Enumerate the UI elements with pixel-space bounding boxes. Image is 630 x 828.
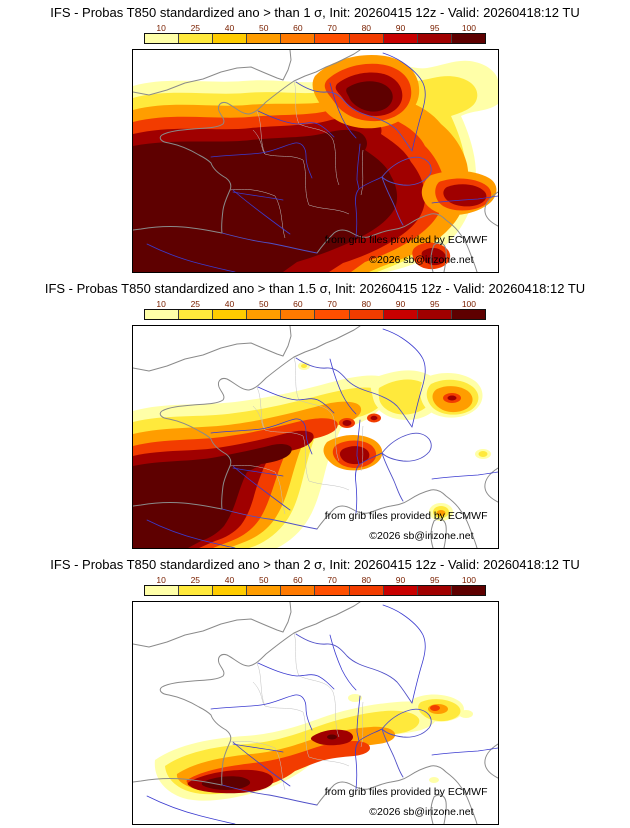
copyright-text: ©2026 sb@irizone.net	[369, 806, 474, 818]
attribution-text: from grib files provided by ECMWF	[324, 510, 488, 522]
colorbar-tick-label: 100	[461, 23, 477, 33]
colorbar-cell	[314, 586, 349, 595]
colorbar-tick-label: 95	[429, 23, 440, 33]
colorbar-cell	[246, 310, 281, 319]
colorbar-bar	[144, 33, 486, 44]
colorbar-tick-label: 25	[190, 575, 201, 585]
colorbar-tick-label: 90	[395, 299, 406, 309]
panel-title: IFS - Probas T850 standardized ano > tha…	[44, 281, 586, 296]
colorbar-cell	[348, 34, 383, 43]
copyright-text: ©2026 sb@irizone.net	[369, 530, 474, 542]
colorbar: 10 25 40 50 60 70 80 90 95 100	[144, 299, 486, 320]
attribution-text: from grib files provided by ECMWF	[324, 786, 488, 798]
colorbar-tick-label: 50	[258, 23, 269, 33]
colorbar-tick-label: 10	[156, 23, 166, 33]
colorbar-cell	[145, 586, 179, 595]
colorbar-cell	[314, 34, 349, 43]
map-frame-1-5sigma: from grib files provided by ECMWF ©2026 …	[131, 325, 499, 549]
colorbar-cell	[145, 34, 179, 43]
colorbar-cell	[178, 586, 213, 595]
map-frame-1sigma: from grib files provided by ECMWF ©2026 …	[131, 49, 499, 273]
colorbar-cell	[416, 586, 451, 595]
colorbar-cell	[314, 310, 349, 319]
colorbar-cell	[212, 310, 247, 319]
colorbar-bar	[144, 585, 486, 596]
colorbar-tick-label: 25	[190, 23, 201, 33]
map-2sigma	[132, 602, 498, 824]
colorbar-cell	[280, 586, 315, 595]
colorbar-tick-label: 40	[224, 575, 235, 585]
colorbar-tick-label: 90	[395, 23, 406, 33]
panel-1-5sigma: IFS - Probas T850 standardized ano > tha…	[0, 276, 630, 552]
colorbar-ticks: 10 25 40 50 60 70 80 90 95 100	[144, 299, 486, 309]
colorbar-cell	[246, 34, 281, 43]
panel-1sigma: IFS - Probas T850 standardized ano > tha…	[0, 0, 630, 276]
colorbar-cell	[382, 34, 417, 43]
colorbar-tick-label: 95	[429, 575, 440, 585]
colorbar-ticks: 10 25 40 50 60 70 80 90 95 100	[144, 23, 486, 33]
attribution-text: from grib files provided by ECMWF	[324, 234, 488, 246]
colorbar-tick-label: 50	[258, 575, 269, 585]
colorbar-cell	[348, 586, 383, 595]
colorbar-cell	[145, 310, 179, 319]
colorbar-tick-label: 100	[461, 299, 477, 309]
colorbar-cell	[416, 310, 451, 319]
probability-shading-2sigma	[154, 694, 473, 801]
colorbar-bar	[144, 309, 486, 320]
colorbar-tick-label: 95	[429, 299, 440, 309]
map-1sigma	[132, 50, 498, 272]
colorbar-tick-label: 60	[293, 299, 303, 309]
colorbar-cell	[382, 586, 417, 595]
map-frame-2sigma: from grib files provided by ECMWF ©2026 …	[131, 601, 499, 825]
colorbar-tick-label: 80	[361, 23, 372, 33]
colorbar-cell	[178, 34, 213, 43]
colorbar-tick-label: 25	[190, 299, 201, 309]
colorbar-tick-label: 40	[224, 23, 235, 33]
map-1-5sigma	[132, 326, 498, 548]
colorbar-cell	[178, 310, 213, 319]
colorbar-cell	[280, 34, 315, 43]
colorbar-cell	[280, 310, 315, 319]
panel-2sigma: IFS - Probas T850 standardized ano > tha…	[0, 552, 630, 828]
colorbar-cell	[212, 34, 247, 43]
colorbar-tick-label: 70	[327, 23, 337, 33]
colorbar-tick-label: 10	[156, 299, 166, 309]
colorbar-cell	[450, 586, 485, 595]
colorbar-tick-label: 80	[361, 575, 372, 585]
colorbar-tick-label: 90	[395, 575, 406, 585]
colorbar-tick-label: 70	[327, 575, 337, 585]
colorbar-cell	[212, 586, 247, 595]
colorbar-tick-label: 60	[293, 23, 303, 33]
colorbar-tick-label: 100	[461, 575, 477, 585]
colorbar-cell	[450, 310, 485, 319]
colorbar-tick-label: 80	[361, 299, 372, 309]
colorbar-tick-label: 70	[327, 299, 337, 309]
colorbar-cell	[348, 310, 383, 319]
probability-shading-1sigma	[132, 54, 498, 272]
colorbar: 10 25 40 50 60 70 80 90 95 100	[144, 575, 486, 596]
colorbar-cell	[416, 34, 451, 43]
panel-title: IFS - Probas T850 standardized ano > tha…	[50, 5, 580, 20]
colorbar-tick-label: 50	[258, 299, 269, 309]
colorbar: 10 25 40 50 60 70 80 90 95 100	[144, 23, 486, 44]
panel-title: IFS - Probas T850 standardized ano > tha…	[50, 557, 580, 572]
probability-shading-1-5sigma	[132, 362, 491, 548]
colorbar-ticks: 10 25 40 50 60 70 80 90 95 100	[144, 575, 486, 585]
colorbar-tick-label: 40	[224, 299, 235, 309]
colorbar-cell	[450, 34, 485, 43]
colorbar-cell	[382, 310, 417, 319]
colorbar-tick-label: 60	[293, 575, 303, 585]
colorbar-cell	[246, 586, 281, 595]
copyright-text: ©2026 sb@irizone.net	[369, 254, 474, 266]
colorbar-tick-label: 10	[156, 575, 166, 585]
